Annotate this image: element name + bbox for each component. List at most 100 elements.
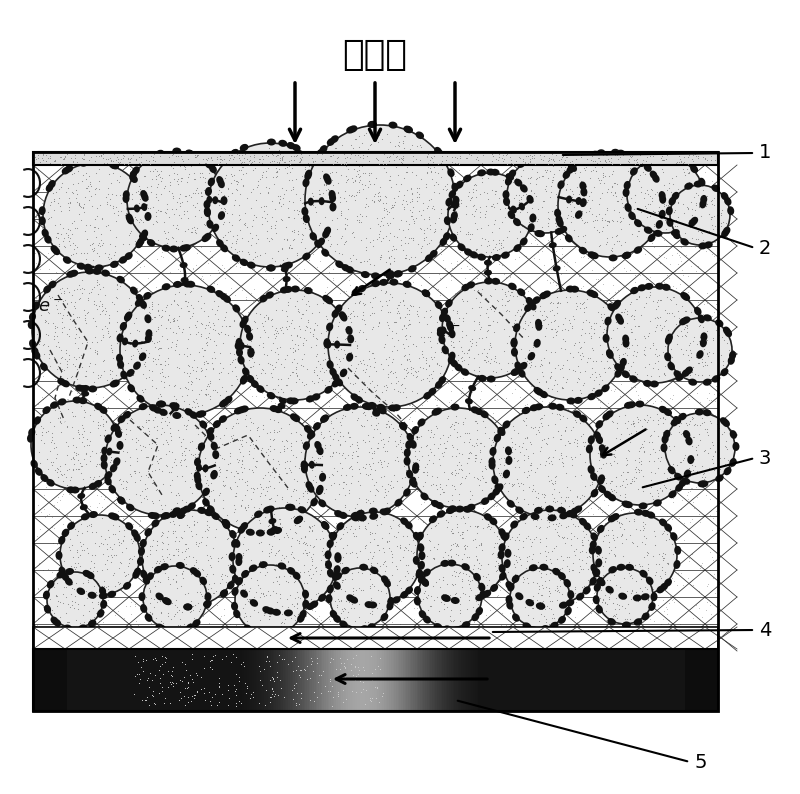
Point <box>191 540 204 553</box>
Point <box>90 424 103 437</box>
Point <box>614 276 627 288</box>
Point <box>119 570 132 583</box>
Ellipse shape <box>140 604 147 613</box>
Point <box>445 270 458 283</box>
Point <box>482 490 494 503</box>
Point <box>666 351 678 364</box>
Point <box>470 525 482 538</box>
Point <box>691 152 704 164</box>
Point <box>684 147 697 160</box>
Point <box>668 454 681 467</box>
Bar <box>510 649 513 711</box>
Point <box>292 537 305 549</box>
Point <box>354 171 366 183</box>
Point <box>606 329 619 341</box>
Ellipse shape <box>326 539 334 548</box>
Point <box>383 430 396 443</box>
Point <box>100 191 113 203</box>
Point <box>459 518 472 530</box>
Point <box>367 256 380 268</box>
Point <box>158 697 170 710</box>
Point <box>507 209 520 222</box>
Bar <box>74 649 76 711</box>
Point <box>681 151 694 164</box>
Point <box>110 254 122 267</box>
Point <box>570 290 583 303</box>
Ellipse shape <box>404 126 413 133</box>
Point <box>104 455 117 468</box>
Point <box>506 290 518 303</box>
Point <box>153 210 166 222</box>
Ellipse shape <box>241 570 250 578</box>
Point <box>349 170 362 183</box>
Point <box>610 460 623 472</box>
Point <box>218 172 231 184</box>
Point <box>436 483 449 495</box>
Bar <box>492 649 494 711</box>
Point <box>197 447 210 460</box>
Point <box>684 575 697 588</box>
Point <box>582 534 594 547</box>
Point <box>455 528 468 541</box>
Point <box>686 579 699 592</box>
Bar <box>163 649 166 711</box>
Point <box>349 584 362 596</box>
Point <box>598 596 611 608</box>
Point <box>97 152 110 164</box>
Ellipse shape <box>306 152 314 160</box>
Point <box>51 463 64 476</box>
Point <box>443 561 456 574</box>
Point <box>166 336 178 349</box>
Point <box>170 569 183 581</box>
Point <box>487 218 500 230</box>
Point <box>614 517 627 530</box>
Point <box>104 241 117 254</box>
Bar <box>690 649 693 711</box>
Point <box>199 337 212 349</box>
Point <box>191 225 204 237</box>
Point <box>482 355 494 368</box>
Point <box>347 152 360 165</box>
Point <box>112 414 125 426</box>
Point <box>343 252 356 264</box>
Point <box>491 461 504 474</box>
Point <box>226 506 238 518</box>
Point <box>74 616 86 629</box>
Point <box>656 410 669 423</box>
Bar <box>629 649 631 711</box>
Point <box>156 503 169 515</box>
Point <box>647 339 660 352</box>
Ellipse shape <box>477 169 486 176</box>
Point <box>446 615 459 627</box>
Point <box>435 346 448 359</box>
Point <box>322 233 334 246</box>
Point <box>97 616 110 629</box>
Point <box>544 165 557 178</box>
Point <box>516 584 529 596</box>
Ellipse shape <box>682 158 690 166</box>
Point <box>473 181 486 194</box>
Point <box>632 576 645 588</box>
Point <box>292 561 305 573</box>
Point <box>695 557 708 569</box>
Point <box>113 323 126 336</box>
Point <box>98 320 111 333</box>
Point <box>540 462 553 475</box>
Point <box>316 532 329 545</box>
Bar <box>38 649 40 711</box>
Point <box>603 287 616 299</box>
Point <box>654 538 666 550</box>
Point <box>55 175 68 188</box>
Point <box>237 607 250 619</box>
Point <box>348 377 361 390</box>
Point <box>45 211 58 224</box>
Point <box>434 568 446 580</box>
Point <box>653 557 666 570</box>
Point <box>697 468 710 481</box>
Point <box>434 272 446 284</box>
Point <box>456 354 469 367</box>
Point <box>457 295 470 308</box>
Point <box>522 469 535 482</box>
Point <box>657 432 670 445</box>
Point <box>495 325 508 337</box>
